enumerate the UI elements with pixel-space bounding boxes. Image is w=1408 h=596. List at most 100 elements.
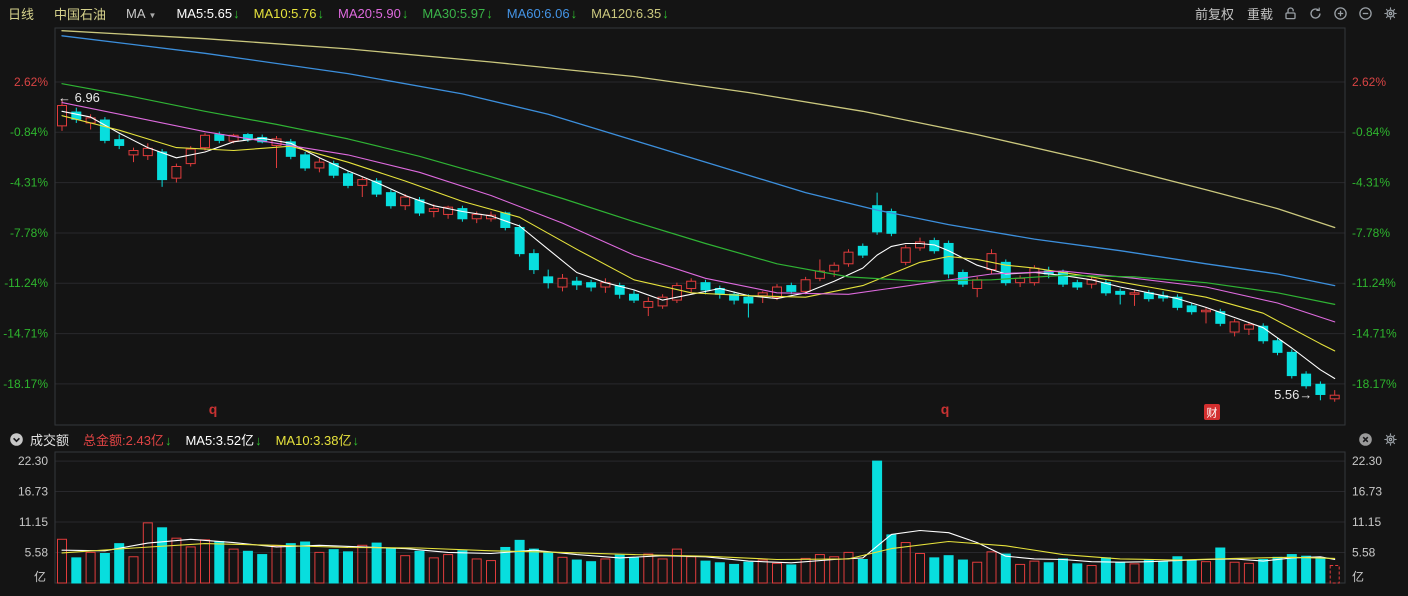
ma-selector[interactable]: MA ▼ (126, 6, 156, 21)
zoom-in-icon[interactable] (1332, 5, 1348, 21)
event-marker-q[interactable]: q (209, 401, 218, 417)
candle (915, 241, 925, 249)
candle (657, 296, 668, 307)
svg-text:2.62%: 2.62% (14, 75, 48, 89)
ma-line-ma30 (61, 83, 1336, 305)
lock-open-icon[interactable] (1282, 5, 1298, 21)
close-panel-icon[interactable] (1357, 431, 1373, 447)
gear-icon[interactable] (1382, 5, 1398, 21)
candle (171, 166, 182, 179)
candle (142, 147, 153, 157)
candle (614, 285, 625, 295)
reload-button[interactable]: 重载 (1246, 6, 1273, 22)
candle (314, 161, 325, 169)
volume-bar (471, 558, 482, 584)
volume-bar (900, 542, 911, 584)
volume-ma10: MA10:3.38亿↓ (275, 432, 359, 448)
volume-bar (114, 543, 125, 584)
volume-bar (385, 547, 396, 584)
svg-text:-18.17%: -18.17% (3, 377, 48, 391)
period-selector[interactable]: 日线 (8, 6, 35, 22)
svg-text:2.62%: 2.62% (1352, 75, 1386, 89)
annotations-layer: ← 6.96 5.56→ q q 财 (58, 90, 1312, 420)
volume-bar (915, 552, 925, 584)
volume-bar (228, 548, 239, 584)
zoom-out-icon[interactable] (1357, 5, 1373, 21)
top-toolbar: 日线 中国石油 MA ▼ MA5:5.65↓ MA10:5.76↓ MA20:5.… (0, 0, 1408, 26)
candle (872, 205, 883, 233)
candle (443, 206, 454, 215)
candle (629, 293, 639, 301)
candle (1201, 309, 1211, 313)
news-badge[interactable] (1204, 404, 1220, 420)
volume-bar (1315, 558, 1326, 584)
event-marker-q[interactable]: q (941, 401, 950, 417)
volume-bar (371, 542, 382, 584)
ma60-value: MA60:6.06↓ (506, 5, 578, 21)
volume-bar (772, 562, 782, 584)
down-arrow-icon: ↓ (486, 5, 493, 21)
volume-panel-title[interactable]: 成交额 (30, 432, 70, 448)
volume-bar (886, 534, 897, 584)
volume-bar (714, 562, 725, 584)
high-price-label: ← 6.96 (58, 90, 100, 105)
candle (328, 163, 339, 176)
candles-layer (57, 98, 1340, 402)
adjust-mode-button[interactable]: 前复权 (1194, 6, 1234, 22)
volume-bar (557, 556, 568, 584)
collapse-panel-icon[interactable] (8, 431, 24, 447)
symbol-name[interactable]: 中国石油 (54, 6, 107, 22)
svg-text:22.30: 22.30 (18, 454, 48, 468)
candle (1272, 340, 1283, 353)
volume-bar (829, 556, 840, 584)
candle (543, 276, 554, 284)
candle (300, 154, 311, 169)
gear-icon[interactable] (1382, 431, 1398, 447)
candle (1015, 277, 1026, 284)
candle (471, 213, 482, 220)
last-price-label: 5.56→ (1274, 387, 1312, 402)
candle (1258, 325, 1269, 342)
volume-ma-line-ma10 (61, 540, 1336, 561)
volume-bar (99, 552, 110, 584)
refresh-icon[interactable] (1307, 5, 1323, 21)
candle (1172, 296, 1183, 308)
volume-bar (257, 554, 268, 584)
candle (457, 208, 468, 220)
candle (557, 277, 568, 288)
volume-bar (872, 460, 883, 584)
volume-bar (1172, 556, 1183, 584)
volume-bar (643, 553, 654, 584)
candle (414, 199, 425, 214)
candle (843, 251, 854, 265)
volume-bar (357, 544, 368, 584)
candle (800, 279, 811, 292)
volume-bar (786, 564, 797, 584)
volume-bar (242, 550, 253, 584)
ma20-value: MA20:5.90↓ (337, 5, 409, 21)
ma-line-ma120 (61, 30, 1336, 229)
svg-text:22.30: 22.30 (1352, 454, 1382, 468)
ma-selector-label: MA (126, 5, 146, 21)
svg-text:11.15: 11.15 (19, 515, 48, 529)
candle (886, 211, 897, 234)
ma-line-ma5 (61, 110, 1336, 380)
volume-bar (142, 522, 153, 584)
volume-bar (528, 548, 539, 584)
volume-bar (71, 557, 82, 584)
candle (929, 240, 940, 252)
candle (1243, 324, 1254, 330)
volume-bars-layer (57, 460, 1340, 584)
volume-bar (729, 563, 740, 584)
volume-bar (1129, 563, 1140, 584)
volume-bar (1072, 563, 1083, 584)
volume-bar (1243, 562, 1254, 584)
svg-text:16.73: 16.73 (1352, 485, 1382, 499)
volume-bar (1301, 555, 1312, 584)
volume-bar (1115, 561, 1126, 584)
candle (1229, 321, 1240, 333)
candle (185, 148, 196, 165)
down-arrow-icon: ↓ (662, 5, 669, 21)
